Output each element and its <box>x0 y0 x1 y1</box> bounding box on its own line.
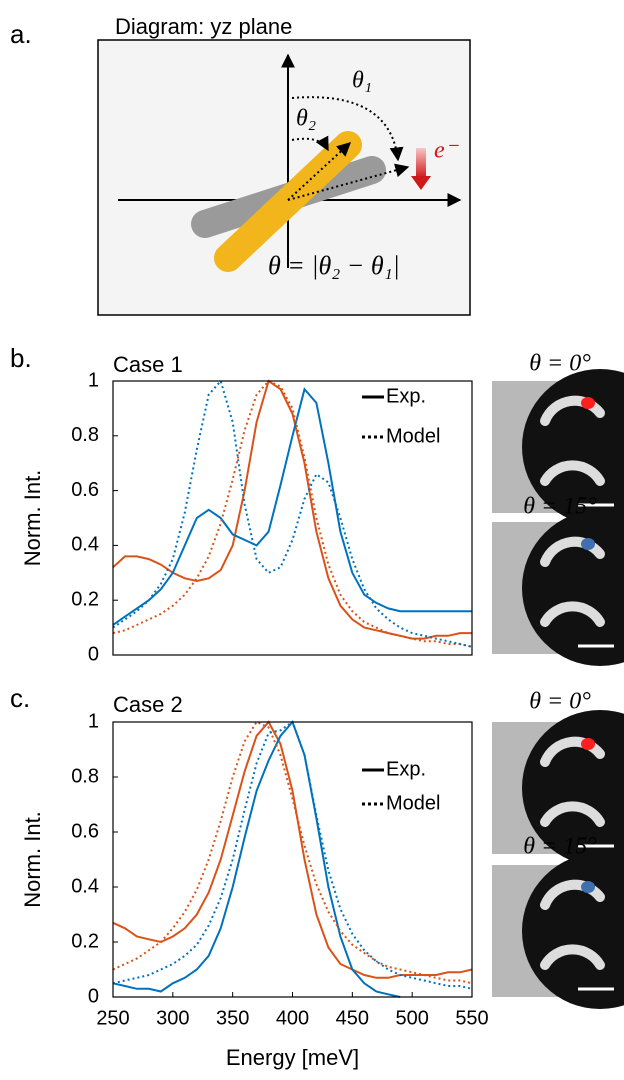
angle-label: θ = 0° <box>529 351 591 377</box>
x-axis-label: Energy [meV] <box>226 1045 359 1070</box>
diagram <box>118 53 462 272</box>
x-tick-label: 450 <box>336 1007 369 1029</box>
plot-lines <box>112 378 473 648</box>
legend-label: Exp. <box>386 385 426 407</box>
panel-label: b. <box>10 343 32 373</box>
ring-arc <box>540 601 605 627</box>
marker-dot <box>581 397 595 409</box>
x-tick-label: 550 <box>455 1007 488 1029</box>
plot-area <box>113 722 472 997</box>
series-line <box>112 720 473 979</box>
ring-arc <box>540 395 605 426</box>
series-line <box>112 720 473 985</box>
y-tick-label: 0.6 <box>71 820 99 842</box>
y-tick-label: 1 <box>88 369 99 391</box>
angle-label: θ = 15° <box>523 834 597 860</box>
x-tick-label: 300 <box>156 1007 189 1029</box>
theta1-label: θ₁ <box>352 68 372 94</box>
ring-arc <box>540 801 605 827</box>
diagram-title: Diagram: yz plane <box>115 14 292 39</box>
y-tick-label: 0.4 <box>71 534 99 556</box>
series-line <box>112 378 473 648</box>
plot-area <box>113 381 472 655</box>
marker-dot <box>581 881 595 893</box>
micrograph <box>492 369 624 525</box>
axes-frame <box>112 380 473 656</box>
ring-arc <box>540 460 605 486</box>
formula: θ = |θ₂ − θ₁| <box>268 251 400 280</box>
micrograph <box>492 510 624 666</box>
angle-label: θ = 0° <box>529 689 591 715</box>
axes-frame <box>112 721 473 998</box>
marker-dot <box>581 538 595 550</box>
legend-label: Model <box>386 792 440 814</box>
legend-label: Exp. <box>386 758 426 780</box>
series-line <box>112 387 472 626</box>
y-tick-label: 0.2 <box>71 930 99 952</box>
y-tick-label: 0 <box>88 985 99 1007</box>
y-tick-label: 0.6 <box>71 479 99 501</box>
y-axis-label: Norm. Int. <box>20 470 45 567</box>
y-tick-label: 0 <box>88 643 99 665</box>
x-tick-label: 250 <box>96 1007 129 1029</box>
series-line <box>112 720 401 998</box>
ring-arc <box>540 536 605 567</box>
y-tick-label: 1 <box>88 710 99 732</box>
y-tick-label: 0.8 <box>71 424 99 446</box>
chart-title: Case 1 <box>113 352 183 377</box>
marker-dot <box>581 738 595 750</box>
y-tick-label: 0.2 <box>71 588 99 610</box>
micrograph <box>492 853 624 1009</box>
micrograph <box>492 710 624 866</box>
diagram-frame <box>97 39 471 316</box>
electron-label: e⁻ <box>434 138 460 164</box>
ring-arc <box>540 879 605 910</box>
x-tick-label: 500 <box>395 1007 428 1029</box>
y-tick-label: 0.8 <box>71 765 99 787</box>
x-tick-label: 400 <box>276 1007 309 1029</box>
y-axis-label: Norm. Int. <box>20 811 45 908</box>
panel-label: c. <box>10 683 30 713</box>
theta2-label: θ₂ <box>296 106 316 132</box>
series-line <box>112 379 473 648</box>
ring-arc <box>540 944 605 970</box>
legend-label: Model <box>386 425 440 447</box>
angle-label: θ = 15° <box>523 494 597 520</box>
x-tick-label: 350 <box>216 1007 249 1029</box>
y-tick-label: 0.4 <box>71 875 99 897</box>
chart-title: Case 2 <box>113 692 183 717</box>
panel-label: a. <box>10 19 32 49</box>
ring-arc <box>540 736 605 767</box>
